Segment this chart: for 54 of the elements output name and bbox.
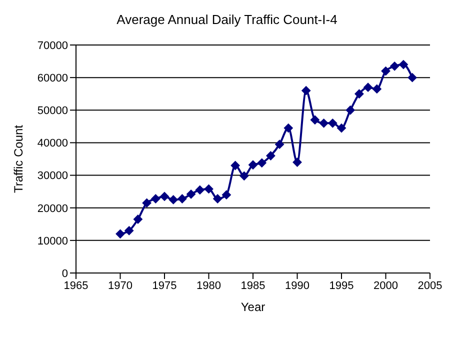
point <box>354 89 364 98</box>
chart-title: Average Annual Daily Traffic Count-I-4 <box>116 12 338 27</box>
point <box>292 158 302 167</box>
x-tick-label: 1970 <box>108 280 132 292</box>
point <box>372 84 382 94</box>
point <box>178 194 187 204</box>
point <box>284 124 293 133</box>
point <box>222 190 231 200</box>
point <box>398 60 408 70</box>
x-tick-label: 1975 <box>152 280 177 292</box>
x-tick-label: 2005 <box>418 280 442 292</box>
x-tick-label: 1990 <box>285 280 310 292</box>
y-tick-label: 50000 <box>37 105 68 118</box>
point <box>124 226 134 236</box>
point <box>346 106 355 115</box>
point <box>248 160 258 170</box>
y-tick-label: 60000 <box>37 72 68 84</box>
point <box>328 118 338 128</box>
point <box>195 185 204 194</box>
y-tick-label: 30000 <box>37 170 68 182</box>
point <box>257 158 266 168</box>
x-tick-label: 1995 <box>329 280 354 292</box>
y-tick-label: 70000 <box>37 40 68 52</box>
point <box>142 198 152 208</box>
x-tick-label: 1985 <box>240 280 266 292</box>
y-tick-label: 10000 <box>37 235 68 248</box>
point <box>408 73 417 82</box>
x-axis-title: Year <box>240 300 266 314</box>
point <box>213 194 222 204</box>
y-tick-label: 0 <box>62 268 68 280</box>
point <box>186 190 196 199</box>
point <box>230 161 240 170</box>
point <box>151 194 160 204</box>
point <box>302 86 311 96</box>
point <box>364 82 373 92</box>
point <box>204 184 214 194</box>
point <box>310 115 320 124</box>
point <box>133 214 142 224</box>
point <box>381 66 390 76</box>
y-tick-label: 40000 <box>37 138 68 150</box>
point <box>390 62 400 71</box>
x-tick-label: 2000 <box>374 280 398 292</box>
point <box>266 151 276 160</box>
x-tick-label: 1965 <box>64 280 88 292</box>
y-axis-title: Traffic Count <box>11 124 26 194</box>
x-tick-label: 1980 <box>196 280 221 292</box>
point <box>337 124 346 133</box>
point <box>116 229 125 238</box>
point <box>275 140 284 149</box>
point <box>240 171 249 180</box>
y-tick-label: 20000 <box>37 202 68 215</box>
point <box>160 192 169 201</box>
point <box>319 118 328 128</box>
point <box>168 195 178 204</box>
